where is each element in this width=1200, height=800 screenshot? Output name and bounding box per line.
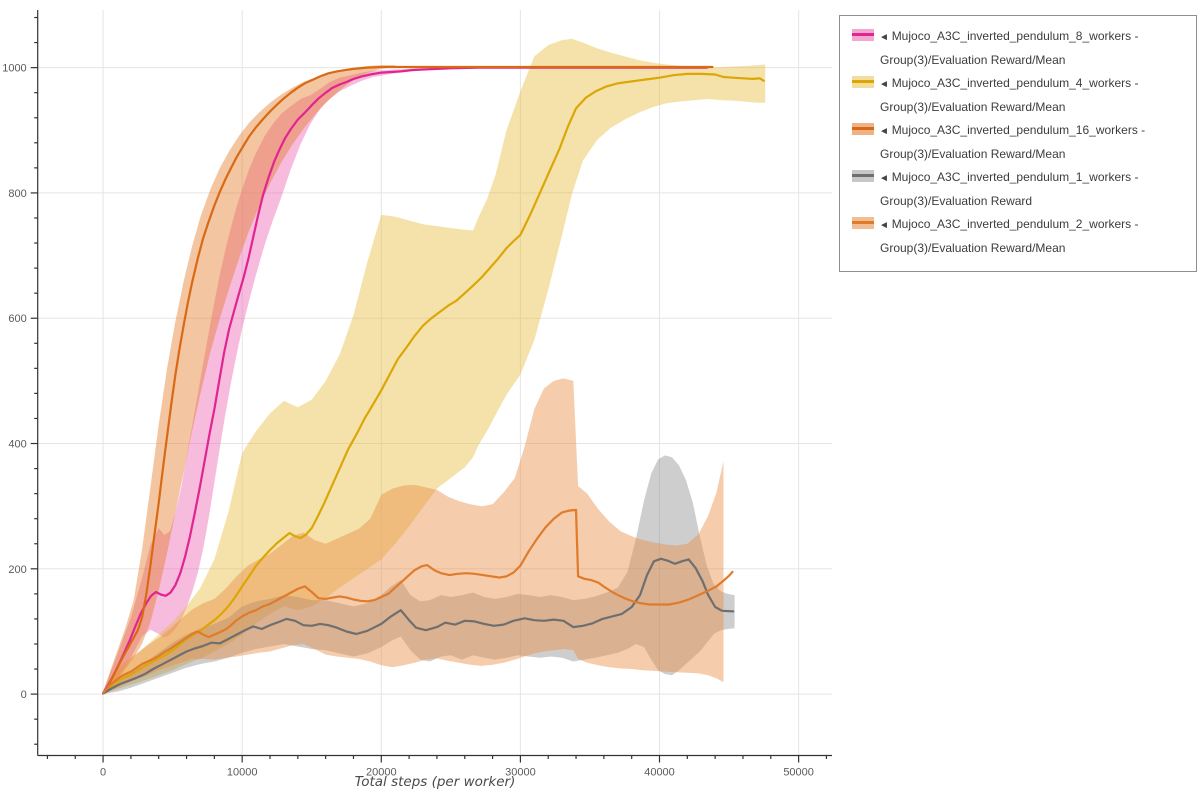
- legend-item-4-workers[interactable]: ◄ Mujoco_A3C_inverted_pendulum_4_workers…: [852, 72, 1184, 119]
- y-tick-label: 0: [21, 689, 27, 701]
- gridlines: [37, 10, 832, 756]
- legend-label: Mujoco_A3C_inverted_pendulum_1_workers -…: [880, 170, 1139, 208]
- series-line-2-workers: [102, 508, 734, 694]
- legend-label: Mujoco_A3C_inverted_pendulum_8_workers -…: [880, 29, 1139, 67]
- legend-marker-icon: ◄: [879, 126, 892, 137]
- legend-swatch-1-workers: [852, 170, 874, 182]
- legend-marker-icon: ◄: [879, 79, 892, 90]
- legend-item-2-workers[interactable]: ◄ Mujoco_A3C_inverted_pendulum_2_workers…: [852, 213, 1184, 260]
- legend-label: Mujoco_A3C_inverted_pendulum_4_workers -…: [880, 76, 1139, 114]
- confidence-bands: [103, 38, 766, 695]
- x-tick-label: 20000: [366, 767, 397, 779]
- band-1-workers: [103, 455, 735, 695]
- legend-swatch-4-workers: [852, 76, 874, 88]
- legend-marker-icon: ◄: [879, 32, 892, 43]
- legend-swatch-line: [852, 80, 874, 83]
- series-line-8-workers: [102, 66, 708, 694]
- legend-swatch-8-workers: [852, 29, 874, 41]
- legend-swatch-line: [852, 174, 874, 177]
- x-tick-label: 10000: [227, 767, 258, 779]
- y-tick-label: 200: [8, 564, 26, 576]
- x-tick-label: 30000: [505, 767, 536, 779]
- band-8-workers: [103, 68, 423, 695]
- legend-swatch-line: [852, 127, 874, 130]
- y-tick-label: 1000: [2, 63, 26, 75]
- axes: 0 10000 20000 30000 40000 50000 0 200 400 600 800 1…: [2, 10, 832, 779]
- y-tick-label: 400: [8, 439, 26, 451]
- legend-item-16-workers[interactable]: ◄ Mujoco_A3C_inverted_pendulum_16_worker…: [852, 119, 1184, 166]
- legend-swatch-16-workers: [852, 123, 874, 135]
- legend-label: Mujoco_A3C_inverted_pendulum_2_workers -…: [880, 217, 1139, 255]
- x-tick-label: 50000: [783, 767, 814, 779]
- band-4-workers: [103, 38, 766, 695]
- x-tick-label: 0: [100, 767, 106, 779]
- y-tick-label: 600: [8, 313, 26, 325]
- band-2-workers: [103, 378, 724, 695]
- legend-label: Mujoco_A3C_inverted_pendulum_16_workers …: [880, 123, 1146, 161]
- legend-marker-icon: ◄: [879, 220, 892, 231]
- x-tick-label: 40000: [644, 767, 675, 779]
- legend-item-8-workers[interactable]: ◄ Mujoco_A3C_inverted_pendulum_8_workers…: [852, 25, 1184, 72]
- series-line-1-workers: [102, 557, 735, 695]
- legend: ◄ Mujoco_A3C_inverted_pendulum_8_workers…: [839, 15, 1197, 272]
- series-lines: [102, 65, 765, 695]
- legend-swatch-line: [852, 33, 874, 36]
- legend-marker-icon: ◄: [879, 173, 892, 184]
- legend-swatch-2-workers: [852, 217, 874, 229]
- y-tick-label: 800: [8, 188, 26, 200]
- series-line-16-workers: [102, 65, 714, 694]
- legend-item-1-workers[interactable]: ◄ Mujoco_A3C_inverted_pendulum_1_workers…: [852, 166, 1184, 213]
- x-axis-title: Total steps (per worker): [354, 774, 516, 790]
- legend-swatch-line: [852, 221, 874, 224]
